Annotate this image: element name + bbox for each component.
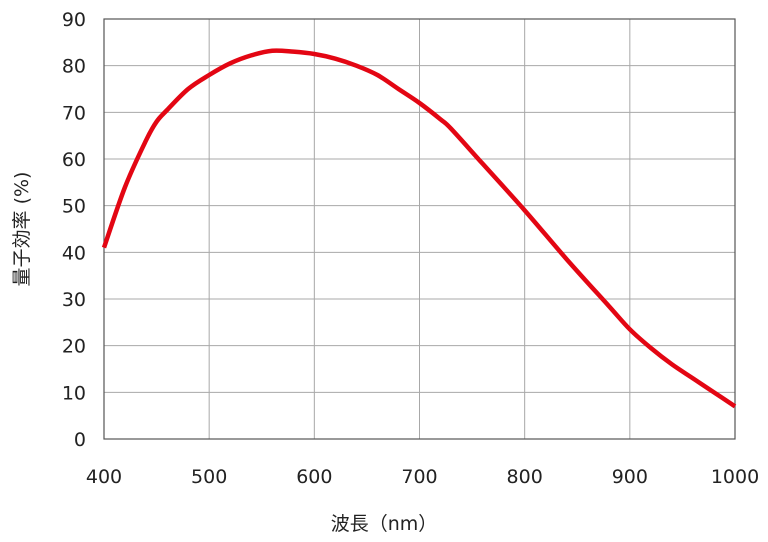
quantum-efficiency-curve — [101, 48, 737, 409]
x-tick-label: 400 — [86, 466, 122, 488]
plot-area — [101, 48, 737, 409]
y-tick-label: 30 — [62, 289, 86, 311]
x-tick-label: 900 — [612, 466, 648, 488]
y-tick-label: 80 — [62, 56, 86, 78]
x-tick-label: 1000 — [711, 466, 759, 488]
y-axis-label: 量子効率 (%) — [11, 172, 33, 287]
y-axis-ticks: 0 10 20 30 40 50 60 70 80 90 — [62, 9, 86, 451]
x-tick-label: 500 — [191, 466, 227, 488]
y-tick-label: 50 — [62, 196, 86, 218]
y-tick-label: 0 — [74, 429, 86, 451]
grid-lines — [103, 18, 736, 440]
y-tick-label: 20 — [62, 336, 86, 358]
y-tick-label: 70 — [62, 102, 86, 124]
x-axis-label: 波長（nm） — [331, 513, 438, 535]
plot-frame — [103, 18, 736, 440]
y-tick-label: 10 — [62, 382, 86, 404]
y-tick-label: 40 — [62, 242, 86, 264]
y-tick-label: 60 — [62, 149, 86, 171]
x-tick-label: 700 — [401, 466, 437, 488]
x-axis-ticks: 400 500 600 700 800 900 1000 — [86, 466, 759, 488]
x-tick-label: 600 — [296, 466, 332, 488]
y-tick-label: 90 — [62, 9, 86, 31]
x-tick-label: 800 — [507, 466, 543, 488]
